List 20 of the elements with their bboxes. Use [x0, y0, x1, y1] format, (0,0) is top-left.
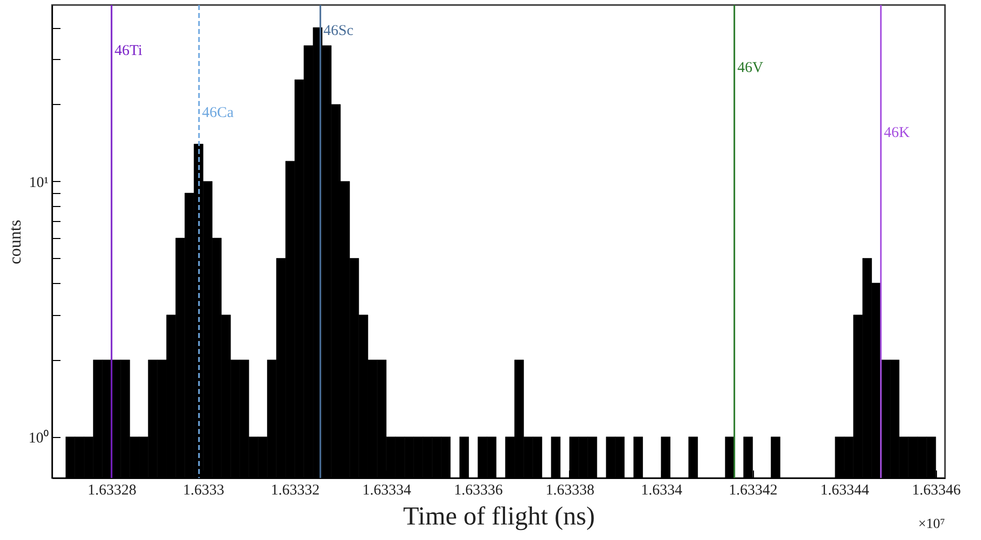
- text: ×10⁷: [918, 517, 946, 532]
- ref-line-label: 46V: [737, 60, 764, 76]
- x-tick-label: 1.63336: [454, 482, 504, 498]
- y-tick-label: 10¹: [29, 174, 48, 191]
- x-tick-label: 1.63332: [270, 482, 320, 498]
- x-axis-title: Time of flight (ns): [403, 502, 595, 530]
- x-tick-label: 1.63344: [820, 482, 870, 498]
- x-tick-label: 1.6334: [640, 482, 683, 498]
- x-tick-label: 1.6333: [183, 482, 224, 498]
- x-tick-label: 1.63328: [88, 482, 136, 498]
- x-tick-label: 1.63342: [728, 482, 778, 498]
- x-tick-label: 1.63338: [546, 482, 594, 498]
- ref-line-label: 46Ti: [114, 43, 142, 59]
- y-axis-title: counts: [6, 220, 24, 264]
- ref-line-label: 46Sc: [323, 23, 354, 39]
- x-tick-label: 1.63346: [912, 482, 962, 498]
- ref-line-label: 46K: [884, 125, 910, 141]
- ref-line-label: 46Ca: [202, 105, 234, 121]
- y-tick-label: 10⁰: [28, 429, 48, 446]
- x-tick-label: 1.63334: [362, 482, 412, 498]
